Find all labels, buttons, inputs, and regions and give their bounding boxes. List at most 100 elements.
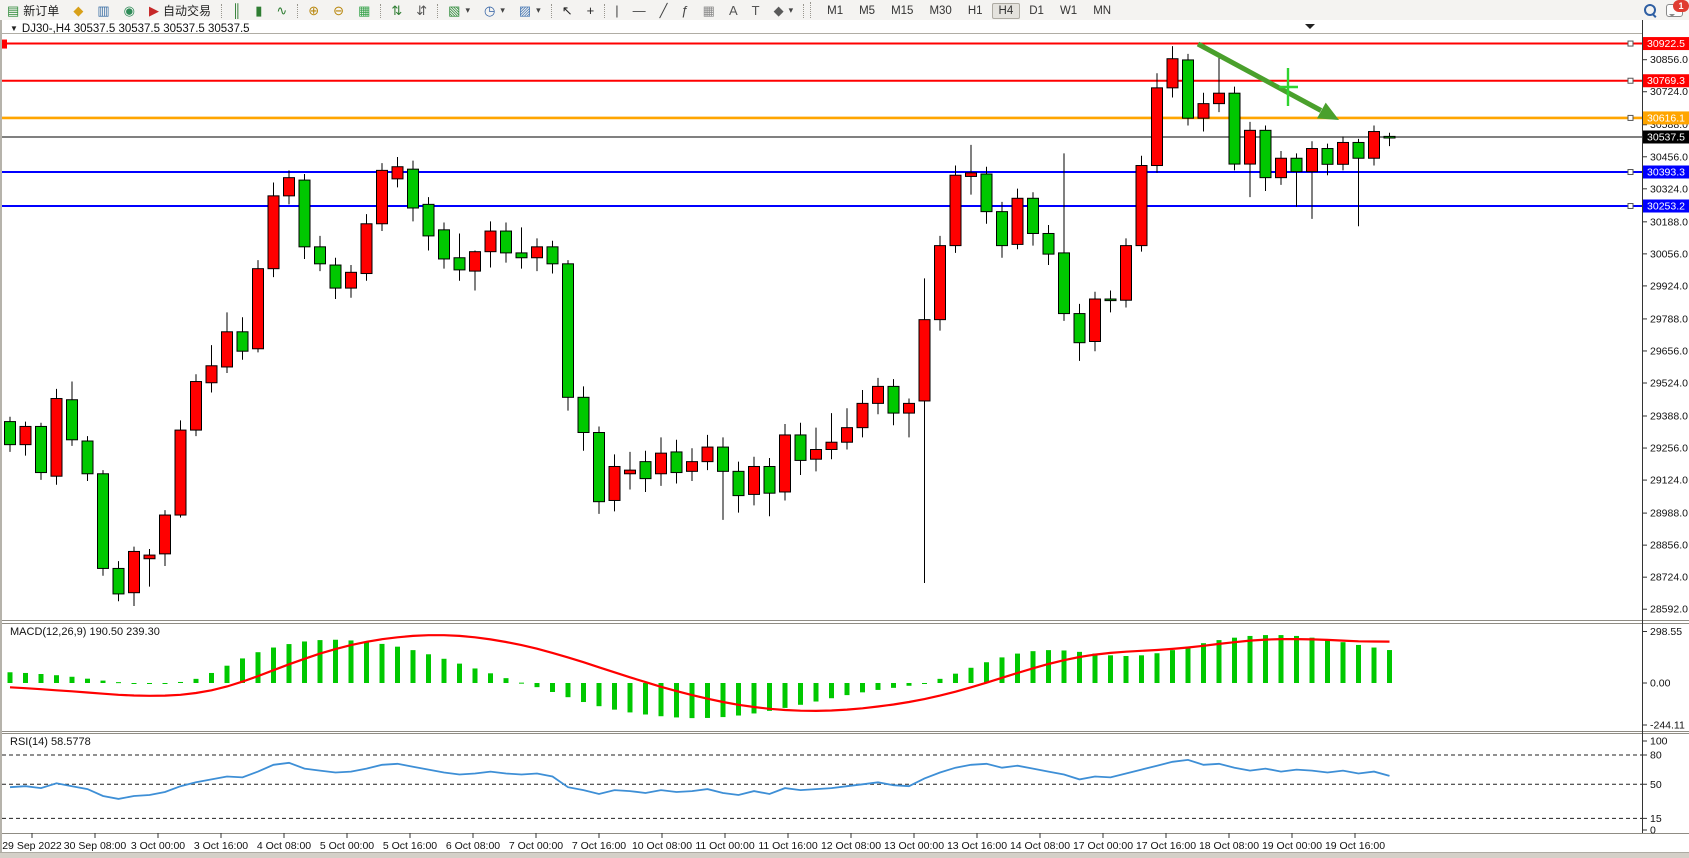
hline-handle[interactable] — [1627, 169, 1634, 175]
horizontal-line-tool[interactable]: — — [627, 2, 652, 19]
cross-marker[interactable] — [1279, 68, 1298, 106]
grid-tool[interactable]: ▦ — [697, 2, 721, 19]
svg-text:30188.0: 30188.0 — [1650, 216, 1688, 228]
tile-windows-button[interactable]: ▦ — [352, 2, 376, 19]
label-icon: T — [751, 2, 760, 18]
svg-text:6 Oct 08:00: 6 Oct 08:00 — [446, 840, 500, 852]
timeframe-toolbar: M1 M5 M15 M30 H1 H4 D1 W1 MN — [819, 3, 1119, 19]
chart-header[interactable]: ▼ DJ30-,H4 30537.5 30537.5 30537.5 30537.… — [10, 23, 250, 35]
svg-text:7 Oct 16:00: 7 Oct 16:00 — [572, 840, 626, 852]
zoom-out-button[interactable]: ⊖ — [327, 2, 350, 19]
indicator-list-button[interactable]: ⇵ — [410, 2, 433, 19]
svg-text:-244.11: -244.11 — [1650, 720, 1685, 732]
vertical-line-icon: | — [615, 2, 619, 18]
add-indicator-icon: ▧ — [448, 2, 461, 18]
price-badge-30616.1: 30616.1 — [1643, 111, 1689, 125]
timeframe-h4[interactable]: H4 — [991, 3, 1021, 19]
rsi-panel[interactable] — [2, 754, 1642, 819]
templates-icon: ▨ — [518, 2, 532, 18]
svg-text:4 Oct 08:00: 4 Oct 08:00 — [257, 840, 311, 852]
panel-separator[interactable] — [2, 620, 1689, 834]
svg-text:5 Oct 16:00: 5 Oct 16:00 — [383, 840, 437, 852]
fibonacci-icon: ƒ — [681, 2, 689, 18]
trendline-tool[interactable]: ╱ — [654, 2, 674, 19]
chevron-down-icon: ▾ — [788, 4, 794, 15]
zoom-in-button[interactable]: ⊕ — [302, 2, 325, 19]
timeframe-m15[interactable]: M15 — [891, 5, 914, 17]
svg-text:13 Oct 00:00: 13 Oct 00:00 — [884, 840, 944, 852]
bar-chart-type-icon: ║ — [231, 2, 242, 18]
periods-dropdown[interactable]: ◷ ▾ — [478, 2, 511, 19]
time-axis[interactable]: 29 Sep 2022 30 Sep 08:00 3 Oct 00:00 3 Oct … — [2, 833, 1385, 852]
hline-left-handle[interactable] — [2, 39, 7, 49]
svg-text:17 Oct 16:00: 17 Oct 16:00 — [1136, 840, 1196, 852]
timeframe-h1[interactable]: H1 — [967, 5, 983, 17]
timeframe-m30[interactable]: M30 — [929, 5, 952, 17]
chart-window[interactable]: ▼ DJ30-,H4 30537.5 30537.5 30537.5 30537.… — [0, 20, 1689, 858]
timeframe-mn[interactable]: MN — [1093, 5, 1112, 17]
new-order-button-label: 新订单 — [23, 3, 60, 18]
toolbar-separator — [803, 3, 805, 18]
toolbar-separator — [550, 3, 552, 18]
new-order-icon: ▤ — [7, 2, 20, 18]
hline-handle[interactable] — [1627, 40, 1634, 47]
chevron-down-icon[interactable]: ▼ — [10, 24, 18, 33]
fibonacci-tool[interactable]: ƒ — [675, 2, 694, 19]
price-badge-30253.2: 30253.2 — [1643, 199, 1689, 213]
chart-shift-marker[interactable] — [1305, 24, 1315, 29]
chart-canvas[interactable]: 30856.030724.030588.030456.030324.030188… — [2, 20, 1689, 858]
market-watch-icon-icon: ◆ — [73, 2, 84, 18]
line-chart-type-button[interactable]: ∿ — [270, 2, 293, 19]
cursor-tool[interactable]: ↖ — [556, 2, 579, 19]
navigator-icon[interactable]: ◉ — [118, 2, 141, 19]
svg-text:29 Sep 2022: 29 Sep 2022 — [2, 840, 62, 852]
svg-text:14 Oct 08:00: 14 Oct 08:00 — [1010, 840, 1070, 852]
indicators-icon: ⇅ — [391, 2, 403, 18]
hline-handle[interactable] — [1627, 77, 1634, 84]
svg-text:29924.0: 29924.0 — [1650, 280, 1688, 292]
vertical-line-tool[interactable]: | — [609, 2, 624, 19]
svg-text:29656.0: 29656.0 — [1650, 345, 1688, 357]
candle-chart-type-button[interactable]: ▮ — [249, 2, 268, 19]
auto-trading-icon: ▶ — [148, 2, 159, 18]
add-indicator-dropdown[interactable]: ▧ ▾ — [442, 2, 476, 19]
svg-text:29124.0: 29124.0 — [1650, 475, 1688, 487]
indicators-button[interactable]: ⇅ — [385, 2, 408, 19]
svg-text:28856.0: 28856.0 — [1650, 540, 1688, 552]
chevron-down-icon: ▾ — [536, 4, 541, 15]
templates-dropdown[interactable]: ▨ ▾ — [513, 2, 547, 19]
navigator-icon-icon: ◉ — [123, 2, 135, 18]
horizontal-lines — [2, 40, 1642, 210]
timeframe-m5[interactable]: M5 — [859, 5, 876, 17]
rsi-indicator-label: RSI(14) 58.5778 — [10, 736, 91, 748]
crosshair-tool[interactable]: + — [581, 2, 601, 19]
timeframe-d1[interactable]: D1 — [1029, 5, 1044, 17]
timeframe-w1[interactable]: W1 — [1059, 5, 1078, 17]
svg-text:50: 50 — [1650, 779, 1662, 791]
macd-panel[interactable] — [7, 634, 1393, 719]
search-icon[interactable] — [1644, 4, 1657, 18]
svg-text:19 Oct 00:00: 19 Oct 00:00 — [1262, 840, 1322, 852]
toolbar-right-group: 1 — [1644, 0, 1689, 19]
crosshair-icon: + — [586, 2, 595, 18]
shapes-dropdown[interactable]: ◆ ▾ — [768, 2, 800, 19]
text-tool[interactable]: A — [723, 2, 744, 19]
trend-arrow[interactable] — [1196, 41, 1339, 120]
svg-text:0: 0 — [1650, 825, 1656, 837]
chevron-down-icon: ▾ — [500, 4, 505, 15]
notifications-icon[interactable]: 1 — [1666, 0, 1689, 17]
toolbar-separator — [810, 2, 816, 18]
hline-handle[interactable] — [1627, 114, 1634, 121]
auto-trading-button[interactable]: ▶ 自动交易 — [143, 0, 217, 21]
hline-handle[interactable] — [1627, 203, 1634, 210]
data-window-icon[interactable]: ▥ — [91, 2, 115, 19]
label-tool[interactable]: T — [746, 2, 766, 19]
new-order-button[interactable]: ▤ 新订单 — [1, 0, 65, 21]
price-axis[interactable]: 30856.030724.030588.030456.030324.030188… — [1642, 37, 1689, 616]
market-watch-icon[interactable]: ◆ — [67, 2, 89, 19]
bar-chart-type-button[interactable]: ║ — [226, 2, 247, 19]
svg-text:10 Oct 08:00: 10 Oct 08:00 — [632, 840, 692, 852]
candlesticks[interactable] — [4, 46, 1396, 607]
timeframe-m1[interactable]: M1 — [827, 5, 844, 17]
